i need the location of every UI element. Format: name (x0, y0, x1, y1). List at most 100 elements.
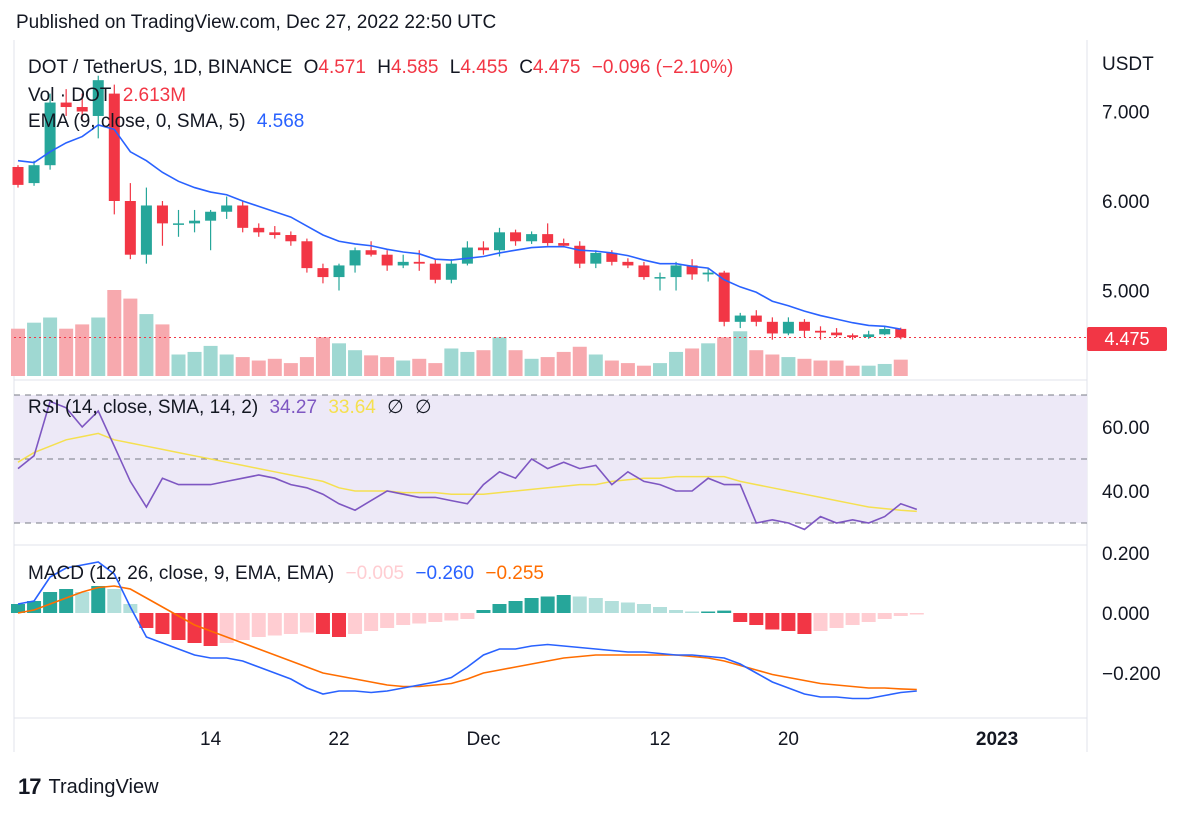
macd-histogram-bar (765, 613, 780, 630)
volume-bar (315, 337, 330, 376)
candle-body (526, 234, 538, 242)
macd-histogram-bar (588, 598, 603, 613)
candle-body (638, 265, 650, 278)
candle-body (397, 261, 409, 266)
volume-bar (203, 345, 218, 376)
candle-body (173, 223, 184, 225)
macd-histogram-bar (701, 611, 716, 613)
macd-line (17, 561, 917, 700)
macd-histogram-bar (636, 604, 651, 613)
candle-body (349, 250, 361, 266)
candle-body (686, 265, 698, 275)
candle-body (670, 265, 682, 278)
candle-body (108, 93, 120, 201)
volume-bar (620, 363, 635, 376)
time-axis-label: 14 (200, 729, 222, 750)
macd-histogram-bar (91, 586, 106, 613)
macd-histogram-bar (43, 592, 58, 613)
volume-bar (476, 350, 491, 376)
candle-body (253, 227, 265, 233)
volume-bar (701, 343, 716, 376)
volume-label: Vol · DOT (28, 85, 112, 106)
rsi-pane[interactable] (14, 394, 1087, 531)
macd-histogram-bar (59, 589, 74, 613)
published-caption: Published on TradingView.com, Dec 27, 20… (16, 12, 497, 33)
candle-body (734, 315, 746, 322)
rsi-extra-2: ∅ (414, 397, 432, 418)
candle-body (494, 232, 505, 251)
macd-histogram-bar (540, 596, 555, 613)
volume-bar (75, 324, 90, 376)
macd-histogram-bar (733, 613, 748, 622)
footer-brand[interactable]: 17 TradingView (18, 774, 159, 800)
macd-histogram-bar (139, 613, 154, 628)
macd-histogram-bar (428, 613, 443, 622)
volume-bar (845, 365, 860, 376)
macd-histogram-bar (524, 598, 539, 613)
volume-bar (653, 363, 667, 376)
volume-bar (524, 358, 539, 376)
macd-histogram-bar (75, 592, 90, 613)
macd-histogram-bar (620, 602, 635, 613)
time-axis-label: 12 (649, 729, 670, 750)
macd-histogram-bar (235, 613, 250, 640)
price-axis-label: 7.000 (1102, 103, 1150, 124)
volume-bar (893, 359, 908, 376)
time-axis-label: 20 (778, 729, 799, 750)
ema-label: EMA (9, close, 0, SMA, 5) (28, 111, 246, 132)
macd-histogram-bar (861, 613, 876, 622)
macd-histogram-bar (845, 613, 860, 625)
candle-body (285, 235, 297, 242)
macd-histogram-bar (332, 613, 346, 637)
candle-body (12, 166, 24, 185)
macd-histogram-bar (829, 613, 844, 628)
volume-bar (299, 357, 314, 376)
candle-body (44, 102, 56, 166)
volume-bar (861, 365, 876, 376)
volume-bar (572, 346, 587, 376)
volume-bar (348, 350, 363, 376)
legend-change: −0.096 (−2.10%) (591, 57, 734, 78)
candle-body (92, 80, 104, 116)
legend-open-label: O (303, 57, 319, 78)
rsi-axis-label: 40.00 (1102, 482, 1150, 503)
legend-close: 4.475 (532, 57, 581, 78)
macd-histogram-bar (251, 613, 266, 637)
macd-histogram-bar (267, 613, 282, 636)
rsi-legend: RSI (14, close, SMA, 14, 2) 34.27 33.64 … (28, 396, 438, 419)
volume-bar (636, 365, 651, 376)
macd-histogram-bar (877, 613, 892, 619)
macd-histogram-bar (396, 613, 411, 625)
volume-bar (380, 357, 395, 376)
rsi-extra-1: ∅ (387, 397, 404, 418)
volume-bar (11, 328, 25, 376)
legend-high: 4.585 (390, 57, 439, 78)
candle-body (782, 321, 794, 334)
volume-bar (235, 357, 250, 376)
volume-bar (669, 351, 684, 376)
macd-signal-line (17, 585, 917, 691)
macd-histogram-bar (749, 613, 764, 625)
volume-bar (444, 348, 459, 376)
price-axis-label: 5.000 (1102, 282, 1150, 303)
volume-bar (492, 337, 507, 376)
axes-layer: USDT 7.000 6.000 5.000 60.00 40.00 0.200 0.000 −… (200, 54, 1161, 750)
macd-histogram-bar (813, 613, 828, 631)
volume-bar (187, 351, 202, 376)
volume-bar (27, 322, 42, 376)
volume-bar (556, 351, 571, 376)
candle-body (510, 232, 522, 242)
candle-body (574, 245, 586, 264)
macd-histogram-bar (685, 611, 700, 613)
volume-bar (155, 324, 170, 376)
candle-body (895, 328, 907, 338)
candle-body (124, 201, 136, 255)
volume-bar (588, 354, 603, 376)
candle-body (445, 263, 457, 280)
main-legend: DOT / TetherUS, 1D, BINANCE O4.571 H4.58… (28, 57, 739, 79)
price-pane[interactable] (11, 75, 1087, 376)
candle-body (413, 261, 425, 264)
legend-high-label: H (377, 57, 391, 78)
macd-pane[interactable] (11, 561, 924, 700)
